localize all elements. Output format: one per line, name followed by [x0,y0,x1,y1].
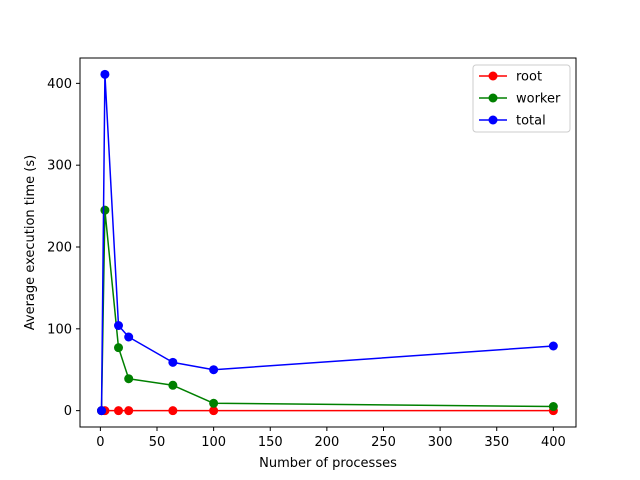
data-point-worker [168,380,178,390]
data-point-total [100,69,110,79]
data-point-root [209,406,219,416]
legend-marker-root [488,71,498,81]
x-tick-label: 250 [371,435,396,450]
x-tick-label: 350 [484,435,509,450]
data-point-total [124,332,134,342]
x-axis-label: Number of processes [259,456,397,471]
y-axis-ticks: 0 100 200 300 400 [47,77,80,419]
x-tick-label: 300 [428,435,453,450]
data-point-root [168,406,178,416]
x-tick-label: 100 [201,435,226,450]
y-axis-label: Average execution time (s) [23,155,38,330]
y-tick-label: 200 [47,241,72,256]
legend-label-worker: worker [516,92,561,107]
y-tick-label: 100 [47,322,72,337]
legend-label-total: total [516,114,546,129]
plot-lines [97,69,558,416]
plot-frame [79,57,577,428]
x-tick-label: 200 [314,435,339,450]
data-point-worker [548,402,558,412]
x-tick-label: 400 [541,435,566,450]
legend: root worker total [472,64,571,133]
data-point-total [209,365,219,375]
y-tick-label: 0 [64,404,72,419]
data-point-total [548,341,558,351]
data-point-total [114,321,124,331]
x-axis-ticks: 0 50 100 150 200 250 300 350 400 [96,427,566,450]
y-tick-label: 400 [47,77,72,92]
legend-marker-worker [488,93,498,103]
data-point-total [97,406,107,416]
y-tick-label: 300 [47,159,72,174]
series-line-worker [100,209,554,411]
data-point-worker [209,398,219,408]
x-tick-label: 50 [149,435,166,450]
x-tick-label: 0 [96,435,104,450]
data-point-worker [100,205,110,215]
x-tick-label: 150 [258,435,283,450]
data-point-root [114,406,124,416]
legend-box [472,64,571,133]
data-point-worker [114,343,124,353]
legend-label-root: root [516,70,542,85]
data-point-total [168,357,178,367]
legend-marker-total [488,115,498,125]
data-point-worker [124,374,134,384]
data-point-root [124,406,134,416]
